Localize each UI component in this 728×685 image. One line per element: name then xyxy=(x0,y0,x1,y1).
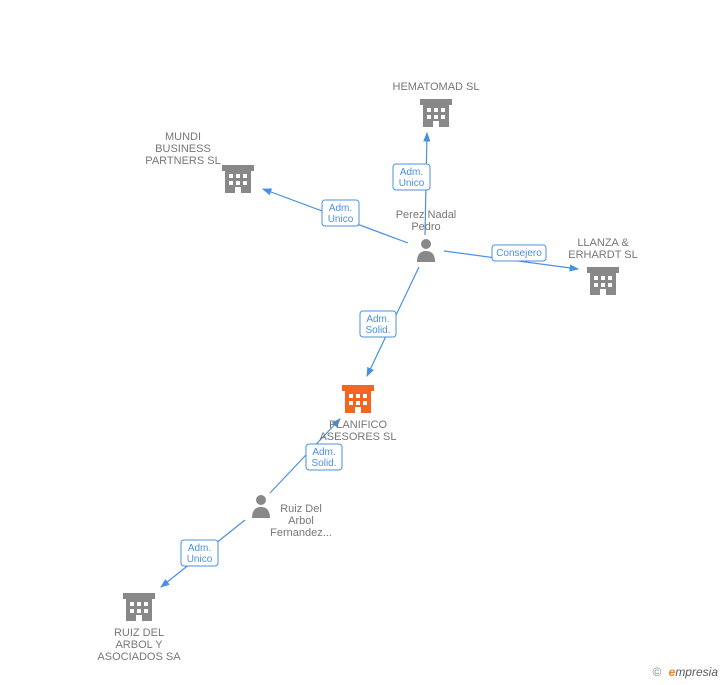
edge-label-perez-llanza: Consejero xyxy=(492,245,546,261)
svg-text:Unico: Unico xyxy=(187,554,213,565)
node-perez[interactable]: Perez NadalPedro xyxy=(396,209,457,262)
svg-text:PARTNERS SL: PARTNERS SL xyxy=(145,155,220,167)
svg-text:Fernandez...: Fernandez... xyxy=(270,527,332,539)
network-diagram: Adm.UnicoAdm.UnicoConsejeroAdm.Solid.Adm… xyxy=(0,0,728,685)
svg-text:Adm.: Adm. xyxy=(400,167,423,178)
svg-text:BUSINESS: BUSINESS xyxy=(155,143,211,155)
svg-text:ARBOL Y: ARBOL Y xyxy=(115,639,163,651)
svg-text:HEMATOMAD SL: HEMATOMAD SL xyxy=(393,81,480,93)
svg-text:ASOCIADOS SA: ASOCIADOS SA xyxy=(97,651,181,663)
svg-text:Consejero: Consejero xyxy=(496,248,542,259)
edge-label-ruizperson-ruizasoc: Adm.Unico xyxy=(181,540,218,566)
svg-text:Adm.: Adm. xyxy=(366,314,389,325)
node-planifico[interactable]: PLANIFICOASESORES SL xyxy=(319,385,396,443)
svg-text:Adm.: Adm. xyxy=(312,447,335,458)
edge-label-ruizperson-planifico: Adm.Solid. xyxy=(306,444,342,470)
svg-text:Solid.: Solid. xyxy=(311,458,336,469)
svg-text:PLANIFICO: PLANIFICO xyxy=(329,419,388,431)
edge-label-perez-mundi: Adm.Unico xyxy=(322,200,359,226)
edge-label-perez-hematomad: Adm.Unico xyxy=(393,164,430,190)
svg-text:Unico: Unico xyxy=(328,214,354,225)
svg-text:Solid.: Solid. xyxy=(365,325,390,336)
node-mundi[interactable]: MUNDIBUSINESSPARTNERS SL xyxy=(145,131,254,195)
svg-text:MUNDI: MUNDI xyxy=(165,131,201,143)
svg-text:Pedro: Pedro xyxy=(411,221,440,233)
svg-text:LLANZA &: LLANZA & xyxy=(577,237,629,249)
brand-rest: mpresia xyxy=(675,665,718,679)
footer-brand: © empresia xyxy=(652,665,718,679)
node-ruizasoc[interactable]: RUIZ DELARBOL YASOCIADOS SA xyxy=(97,593,181,663)
node-hematomad[interactable]: HEMATOMAD SL xyxy=(393,81,480,129)
svg-text:ASESORES SL: ASESORES SL xyxy=(319,431,396,443)
svg-text:Perez Nadal: Perez Nadal xyxy=(396,209,457,221)
svg-text:ERHARDT SL: ERHARDT SL xyxy=(568,249,637,261)
svg-text:Adm.: Adm. xyxy=(329,203,352,214)
copyright-symbol: © xyxy=(652,665,661,679)
svg-text:Unico: Unico xyxy=(399,178,425,189)
edge-label-perez-planifico: Adm.Solid. xyxy=(360,311,396,337)
svg-text:Ruiz Del: Ruiz Del xyxy=(280,503,322,515)
svg-text:Arbol: Arbol xyxy=(288,515,314,527)
node-ruizperson[interactable]: Ruiz DelArbolFernandez... xyxy=(252,495,332,539)
node-llanza[interactable]: LLANZA &ERHARDT SL xyxy=(568,237,637,297)
svg-text:RUIZ DEL: RUIZ DEL xyxy=(114,627,164,639)
svg-text:Adm.: Adm. xyxy=(188,543,211,554)
